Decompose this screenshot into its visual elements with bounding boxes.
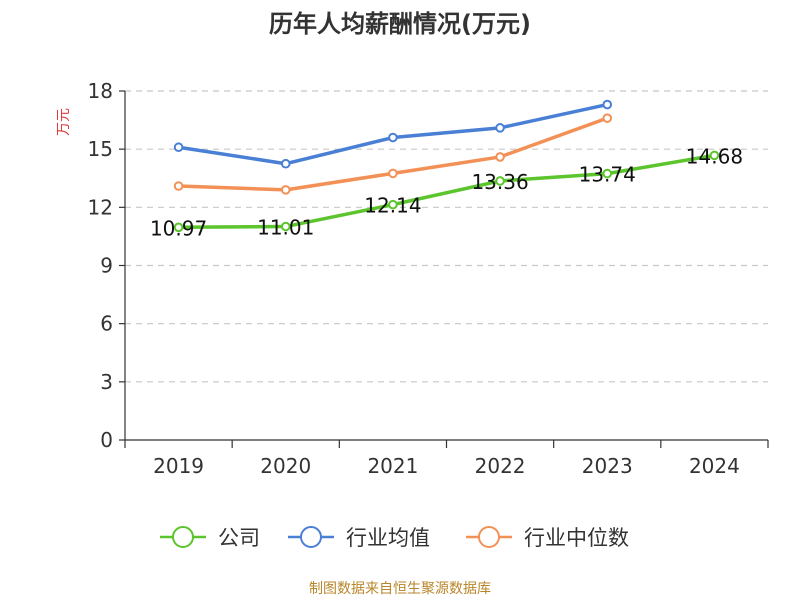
y-tick-label: 0 [100,428,113,452]
data-label: 12.14 [364,194,421,218]
series-point-0 [602,168,613,179]
series-point-1 [495,123,505,133]
data-label: 13.36 [471,170,528,194]
y-tick-label: 15 [88,137,113,161]
legend-swatch-marker [172,526,194,548]
chart-title: 历年人均薪酬情况(万元) [269,10,531,38]
source-note: 制图数据来自恒生聚源数据库 [309,581,491,597]
grid-lines [125,90,768,383]
series-group [173,99,720,233]
series-point-0 [709,150,720,161]
y-axis-label: 万元 [56,108,72,136]
x-tick-label: 2023 [582,454,633,478]
legend-item-1: 行业均值 [288,526,430,550]
x-tick-label: 2021 [367,454,418,478]
x-tick-label: 2022 [475,454,526,478]
series-point-2 [173,181,184,191]
x-axis-ticks: 2019 2020 2021 2022 2023 2024 [124,440,769,478]
legend-item-2: 行业中位数 [466,526,629,550]
y-tick-label: 12 [88,195,113,219]
legend-label: 行业中位数 [524,526,629,550]
y-axis-ticks: 0 3 6 9 12 15 18 [88,79,125,452]
series-line-0 [176,153,717,230]
x-tick-label: 2024 [689,454,740,478]
legend-label: 行业均值 [346,526,430,550]
series-point-0 [173,222,184,233]
data-label: 14.68 [686,144,743,168]
y-tick-label: 6 [100,312,113,336]
data-label: 11.01 [257,216,314,240]
series-point-0 [388,199,398,210]
series-point-1 [602,99,613,110]
data-label: 10.97 [150,216,207,240]
series-point-1 [280,158,291,169]
data-label: 13.74 [579,163,636,187]
data-labels: 10.97 11.01 12.14 13.36 13.74 14.68 [150,144,743,240]
legend-swatch-marker [300,526,322,548]
x-tick-label: 2019 [153,454,204,478]
series-point-1 [388,132,398,143]
y-tick-label: 18 [88,79,113,103]
series-point-1 [173,142,184,153]
series-point-2 [388,168,398,179]
series-point-0 [495,176,505,186]
series-point-2 [602,113,613,123]
x-tick-label: 2020 [260,454,311,478]
series-point-0 [280,221,291,232]
y-tick-label: 3 [100,370,113,394]
legend: 公司 行业均值 行业中位数 [160,526,629,550]
legend-item-0: 公司 [160,526,260,550]
series-point-2 [280,185,291,195]
legend-swatch-marker [478,526,500,548]
series-point-2 [495,152,505,162]
y-tick-label: 9 [100,254,113,278]
legend-label: 公司 [218,526,260,550]
